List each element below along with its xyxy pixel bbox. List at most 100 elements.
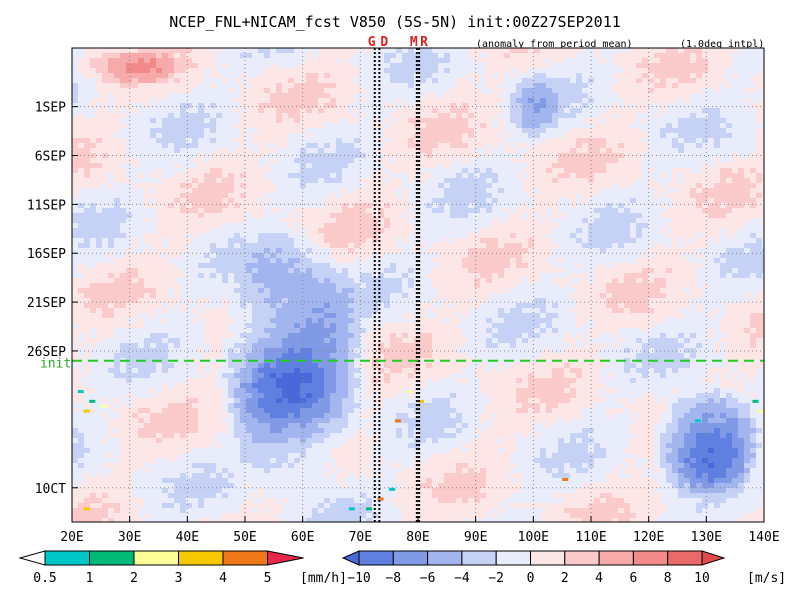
anomaly-cell [156, 328, 162, 333]
anomaly-cell [204, 138, 210, 143]
anomaly-cell [114, 213, 120, 218]
anomaly-cell [180, 313, 186, 318]
anomaly-cell [252, 423, 258, 428]
anomaly-cell [282, 118, 288, 123]
anomaly-cell [120, 68, 126, 73]
anomaly-cell [162, 293, 168, 298]
anomaly-cell [252, 213, 258, 218]
anomaly-cell [102, 188, 108, 193]
anomaly-cell [156, 478, 162, 483]
anomaly-cell [198, 393, 204, 398]
anomaly-cell [318, 48, 324, 53]
anomaly-cell [330, 378, 336, 383]
anomaly-cell [108, 333, 114, 338]
anomaly-cell [186, 183, 192, 188]
anomaly-cell [192, 173, 198, 178]
anomaly-cell [144, 493, 150, 498]
anomaly-cell [360, 108, 366, 113]
anomaly-cell [336, 213, 342, 218]
anomaly-cell [336, 323, 342, 328]
anomaly-cell [342, 298, 348, 303]
anomaly-cell [288, 438, 294, 443]
anomaly-cell [78, 513, 84, 518]
anomaly-cell [192, 403, 198, 408]
anomaly-cell [90, 293, 96, 298]
anomaly-cell [150, 433, 156, 438]
anomaly-cell [294, 73, 300, 78]
anomaly-cell [300, 373, 306, 378]
anomaly-cell [174, 333, 180, 338]
anomaly-cell [306, 463, 312, 468]
anomaly-cell [246, 128, 252, 133]
anomaly-cell [168, 463, 174, 468]
anomaly-cell [186, 498, 192, 503]
anomaly-cell [156, 58, 162, 63]
anomaly-cell [306, 188, 312, 193]
anomaly-cell [276, 228, 282, 233]
anomaly-cell [162, 518, 168, 522]
anomaly-cell [348, 63, 354, 68]
anomaly-cell [342, 203, 348, 208]
anomaly-cell [108, 113, 114, 118]
anomaly-cell [180, 503, 186, 508]
anomaly-cell [180, 323, 186, 328]
anomaly-cell [162, 433, 168, 438]
anomaly-cell [234, 63, 240, 68]
anomaly-cell [324, 213, 330, 218]
anomaly-cell [222, 138, 228, 143]
anomaly-cell [300, 123, 306, 128]
anomaly-cell [240, 303, 246, 308]
anomaly-cell [198, 128, 204, 133]
anomaly-cell [300, 263, 306, 268]
anomaly-cell [96, 208, 102, 213]
anomaly-cell [84, 333, 90, 338]
anomaly-cell [348, 398, 354, 403]
anomaly-cell [270, 113, 276, 118]
anomaly-cell [240, 463, 246, 468]
anomaly-cell [300, 403, 306, 408]
anomaly-cell [120, 493, 126, 498]
anomaly-cell [312, 183, 318, 188]
anomaly-cell [162, 358, 168, 363]
anomaly-cell [252, 198, 258, 203]
anomaly-cell [204, 473, 210, 478]
anomaly-cell [132, 93, 138, 98]
anomaly-cell [378, 273, 384, 278]
anomaly-cell [162, 233, 168, 238]
anomaly-cell [348, 363, 354, 368]
anomaly-cell [132, 328, 138, 333]
anomaly-cell [114, 408, 120, 413]
anomaly-cell [246, 198, 252, 203]
anomaly-cell [360, 473, 366, 478]
anomaly-cell [120, 153, 126, 158]
anomaly-cell [378, 223, 384, 228]
anomaly-cell [78, 108, 84, 113]
anomaly-cell [216, 328, 222, 333]
anomaly-cell [360, 433, 366, 438]
anomaly-cell [84, 93, 90, 98]
anomaly-cell [72, 213, 78, 218]
anomaly-cell [312, 468, 318, 473]
anomaly-cell [174, 228, 180, 233]
anomaly-cell [120, 78, 126, 83]
anomaly-cell [96, 168, 102, 173]
anomaly-cell [138, 168, 144, 173]
anomaly-cell [120, 203, 126, 208]
anomaly-cell [258, 273, 264, 278]
anomaly-cell [234, 183, 240, 188]
anomaly-cell [138, 503, 144, 508]
anomaly-cell [288, 463, 294, 468]
anomaly-cell [84, 103, 90, 108]
anomaly-cell [222, 58, 228, 63]
anomaly-cell [312, 63, 318, 68]
anomaly-cell [90, 308, 96, 313]
anomaly-cell [156, 318, 162, 323]
anomaly-cell [348, 223, 354, 228]
anomaly-cell [276, 403, 282, 408]
anomaly-cell [108, 303, 114, 308]
anomaly-cell [144, 88, 150, 93]
anomaly-cell [264, 233, 270, 238]
anomaly-cell [192, 108, 198, 113]
anomaly-cell [96, 58, 102, 63]
anomaly-cell [210, 238, 216, 243]
